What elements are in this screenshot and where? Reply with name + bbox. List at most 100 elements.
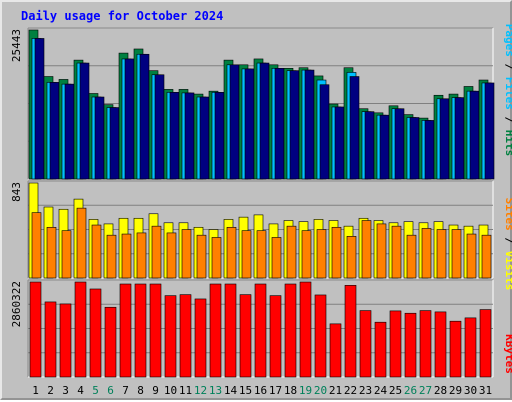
bar-sites-day-19	[301, 230, 312, 279]
legend-entry: /	[503, 231, 512, 251]
bar-kbytes-day-24	[374, 321, 387, 378]
x-tick-label: 23	[359, 384, 372, 397]
bar-sites-day-23	[361, 220, 372, 279]
bar-kbytes-day-8	[134, 283, 147, 378]
x-tick-label: 16	[254, 384, 267, 397]
x-tick-label: 24	[374, 384, 388, 397]
bar-kbytes-day-3	[59, 303, 72, 378]
chart-title: Daily usage for October 2024	[21, 9, 223, 23]
y-axis-max-label: 25443	[10, 29, 23, 62]
bar-pages-day-18	[289, 70, 300, 180]
x-tick-label: 9	[152, 384, 159, 397]
x-tick-label: 29	[449, 384, 462, 397]
bar-sites-day-27	[421, 228, 432, 279]
panel-legend: Sites / Visits	[503, 198, 512, 291]
bar-pages-day-6	[109, 107, 120, 180]
bar-kbytes-day-1	[29, 281, 42, 378]
x-tick-label: 18	[284, 384, 297, 397]
legend-entry: Visits	[503, 251, 512, 291]
bar-sites-day-5	[91, 224, 102, 279]
x-tick-label: 4	[77, 384, 84, 397]
x-tick-label: 7	[122, 384, 129, 397]
bar-pages-day-25	[394, 108, 405, 180]
bar-kbytes-day-20	[314, 294, 327, 378]
legend-entry: /	[503, 110, 512, 130]
bar-kbytes-day-13	[209, 283, 222, 378]
bar-kbytes-day-28	[434, 311, 447, 378]
bar-kbytes-day-21	[329, 323, 342, 378]
bar-kbytes-day-5	[89, 288, 102, 378]
bar-sites-day-18	[286, 225, 297, 279]
bar-sites-day-6	[106, 234, 117, 279]
x-tick-label: 10	[164, 384, 177, 397]
bar-pages-day-28	[439, 98, 450, 180]
bar-pages-day-3	[64, 83, 75, 180]
bar-pages-day-22	[349, 76, 360, 180]
bar-sites-day-25	[391, 225, 402, 279]
y-axis-max-label: 2860322	[10, 281, 23, 327]
bar-pages-day-23	[364, 111, 375, 180]
x-tick-label: 31	[479, 384, 492, 397]
bar-kbytes-day-12	[194, 298, 207, 378]
bar-kbytes-day-19	[299, 281, 312, 378]
bar-pages-day-29	[454, 97, 465, 180]
bar-pages-day-15	[244, 68, 255, 180]
bar-kbytes-day-26	[404, 312, 417, 378]
bar-pages-day-7	[124, 58, 135, 180]
x-tick-label: 13	[209, 384, 222, 397]
bar-pages-day-11	[184, 92, 195, 180]
bar-kbytes-day-29	[449, 320, 462, 378]
legend-entry: Files	[503, 77, 512, 110]
bar-kbytes-day-15	[239, 294, 252, 378]
x-tick-label: 5	[92, 384, 99, 397]
bar-sites-day-24	[376, 223, 387, 279]
x-tick-label: 25	[389, 384, 402, 397]
bar-sites-day-7	[121, 233, 132, 279]
bar-sites-day-2	[46, 226, 57, 279]
x-tick-label: 8	[137, 384, 144, 397]
panel-legend: Pages / Files / Hits	[503, 24, 512, 157]
legend-entry: KBytes	[503, 334, 512, 374]
bar-pages-day-30	[469, 90, 480, 180]
bar-kbytes-day-11	[179, 294, 192, 378]
bar-pages-day-12	[199, 96, 210, 180]
bar-pages-day-20	[319, 84, 330, 180]
bar-pages-day-21	[334, 106, 345, 180]
bar-kbytes-day-23	[359, 310, 372, 378]
bar-pages-day-24	[379, 114, 390, 180]
x-tick-label: 19	[299, 384, 312, 397]
bar-sites-day-21	[331, 226, 342, 279]
panels-layer: 25443 Pages / Files / Hits 843 Sites / Visi…	[10, 24, 512, 378]
bar-kbytes-day-2	[44, 301, 57, 378]
bar-pages-day-4	[79, 62, 90, 180]
bar-sites-day-31	[481, 234, 492, 279]
bar-pages-day-1	[34, 38, 45, 180]
bar-kbytes-day-25	[389, 310, 402, 378]
bar-sites-day-9	[151, 225, 162, 279]
bar-sites-day-28	[436, 229, 447, 279]
y-axis-max-label: 843	[10, 182, 23, 202]
x-tick-label: 28	[434, 384, 447, 397]
bar-sites-day-4	[76, 207, 87, 279]
bar-pages-day-31	[484, 82, 495, 180]
bar-pages-day-10	[169, 92, 180, 180]
x-tick-label: 3	[62, 384, 69, 397]
x-tick-label: 12	[194, 384, 207, 397]
panel-2: 843 Sites / Visits	[10, 180, 512, 291]
x-tick-label: 20	[314, 384, 327, 397]
bar-kbytes-day-22	[344, 285, 357, 378]
bar-sites-day-10	[166, 232, 177, 279]
bar-pages-day-2	[49, 82, 60, 180]
bar-sites-day-8	[136, 232, 147, 279]
bar-kbytes-day-7	[119, 283, 132, 378]
bar-sites-day-14	[226, 226, 237, 279]
x-tick-label: 2	[47, 384, 54, 397]
panel-1: 25443 Pages / Files / Hits	[10, 24, 512, 180]
bar-pages-day-27	[424, 120, 435, 180]
bar-sites-day-3	[61, 230, 72, 279]
bar-sites-day-11	[181, 229, 192, 279]
legend-entry: /	[503, 57, 512, 77]
panel-3: 2860322 KBytes	[10, 279, 512, 378]
panel-legend: KBytes	[503, 334, 512, 374]
